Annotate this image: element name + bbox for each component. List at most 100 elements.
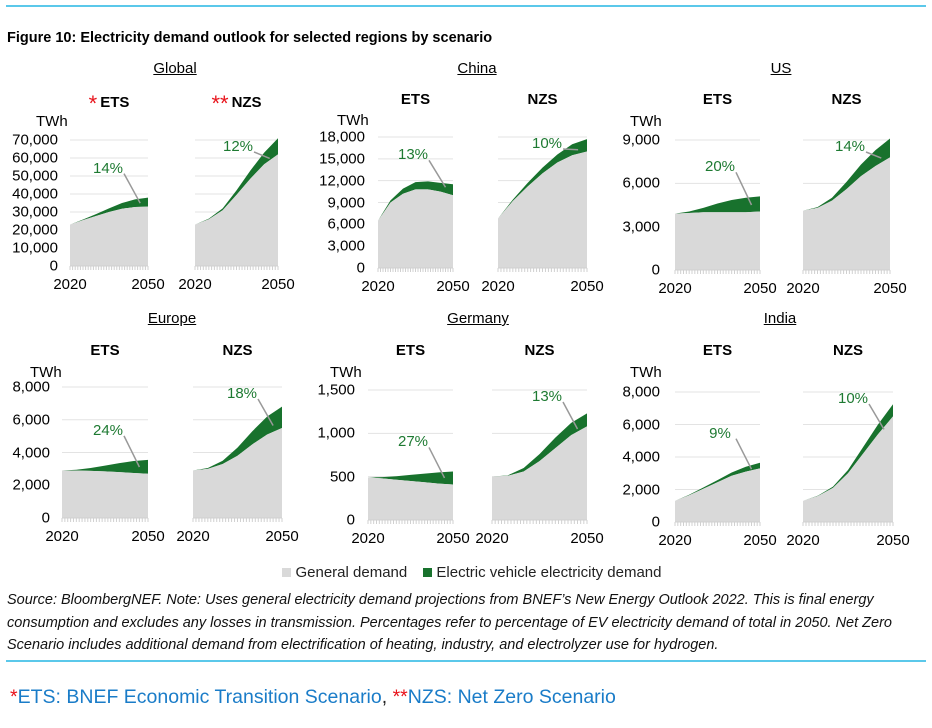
annotation-leader [735,438,753,470]
y-tick-label: 0 [346,511,355,529]
footer-nzs: NZS: Net Zero Scenario [407,686,616,708]
y-tick-label: 6,000 [12,411,50,429]
general-demand-area-global-ets [70,206,148,266]
scenario-name: ETS [90,342,120,359]
annotation-leader [562,401,579,430]
source-note: Source: BloombergNEF. Note: Uses general… [7,592,892,653]
general-demand-area-china-ets [378,189,453,268]
annotation-leader [562,148,579,151]
scenario-marker: ** [211,91,229,116]
scenario-title-nzs: NZS [833,342,863,359]
x-tick-label: 2050 [436,278,470,295]
scenario-name: ETS [100,94,130,111]
ev-share-label: 14% [834,138,866,155]
x-tick-label: 2020 [658,532,692,549]
general-demand-area-europe-nzs [193,427,282,518]
scenario-title-ets: * ETS [89,91,130,117]
y-tick-label: 0 [651,261,660,279]
x-tick-label: 2020 [351,530,385,547]
x-tick-label: 2020 [361,278,395,295]
y-tick-label: 0 [651,513,660,531]
scenario-name: NZS [524,342,555,359]
ev-share-label: 13% [531,388,563,405]
region-title-germany: Germany [447,310,509,327]
footer-star: * [10,686,18,708]
scenario-title-nzs: NZS [223,342,253,359]
legend-label-general: General demand [295,564,408,581]
y-tick-label: 30,000 [12,203,58,221]
y-tick-label: 20,000 [12,221,58,239]
legend-swatch-general [282,568,292,577]
ev-demand-area-global-ets [70,197,148,225]
ev-share-label: 10% [837,390,869,407]
y-tick-label: 3,000 [327,237,365,255]
separator-rule [6,660,926,662]
x-tick-label: 2020 [45,528,79,545]
ev-demand-area-china-ets [378,181,453,221]
unit-label: TWh [330,364,362,381]
legend-label-ev: Electric vehicle electricity demand [436,564,662,581]
y-tick-label: 8,000 [12,378,50,396]
annotation-leader [257,398,274,426]
general-demand-area-india-ets [675,468,760,522]
general-demand-area-global-nzs [195,154,278,266]
unit-label: TWh [630,364,662,381]
ev-share-label: 10% [531,135,563,152]
scenario-title-ets: ETS [401,91,430,108]
x-tick-label: 2050 [261,276,295,293]
region-title-europe: Europe [147,310,197,327]
x-tick-label: 2020 [658,280,692,297]
y-tick-label: 500 [329,468,355,486]
scenario-title-nzs: NZS [832,91,862,108]
annotation-leader [253,151,270,160]
x-tick-label: 2050 [876,532,910,549]
scenario-name: ETS [702,91,733,108]
ev-demand-area-china-nzs [498,139,587,219]
ev-demand-area-europe-nzs [193,406,282,471]
region-title-india: India [763,310,797,327]
scenario-name: NZS [231,94,262,111]
general-demand-area-us-ets [675,211,760,270]
y-tick-label: 18,000 [319,128,365,146]
unit-label: TWh [36,113,68,130]
general-demand-area-india-nzs [803,416,893,522]
x-tick-label: 2050 [436,530,470,547]
y-tick-label: 6,000 [622,174,660,192]
annotation-leader [123,173,141,204]
ev-demand-area-europe-ets [62,459,148,474]
footer-legend: *ETS: BNEF Economic Transition Scenario,… [10,686,616,709]
ev-demand-area-us-ets [675,196,760,214]
x-tick-label: 2020 [786,532,820,549]
y-tick-label: 3,000 [622,218,660,236]
scenario-title-nzs: ** NZS [211,91,261,117]
y-tick-label: 70,000 [12,131,58,149]
footer-star2: ** [392,686,408,708]
scenario-name: NZS [527,91,558,108]
legend: General demand Electric vehicle electric… [0,564,932,581]
scenario-title-nzs: NZS [525,342,555,359]
y-tick-label: 4,000 [622,448,660,466]
annotation-leader [123,435,141,468]
unit-label: TWh [630,113,662,130]
x-tick-label: 2020 [481,278,515,295]
scenario-name: NZS [222,342,253,359]
x-tick-label: 2050 [131,528,165,545]
ev-share-label: 9% [709,424,731,442]
annotation-leader [735,172,753,206]
scenario-title-nzs: NZS [528,91,558,108]
x-tick-label: 2020 [178,276,212,293]
annotation-leader [428,159,447,188]
unit-label: TWh [337,112,369,129]
y-tick-label: 9,000 [327,194,365,211]
ev-share-label: 20% [704,158,736,176]
scenario-name: ETS [395,342,426,359]
ev-demand-area-india-ets [675,462,760,501]
y-tick-label: 8,000 [622,383,660,401]
y-tick-label: 60,000 [12,149,58,167]
y-tick-label: 0 [356,259,365,277]
ev-demand-area-germany-ets [368,471,453,485]
y-tick-label: 10,000 [12,239,58,257]
x-tick-label: 2050 [265,528,299,545]
